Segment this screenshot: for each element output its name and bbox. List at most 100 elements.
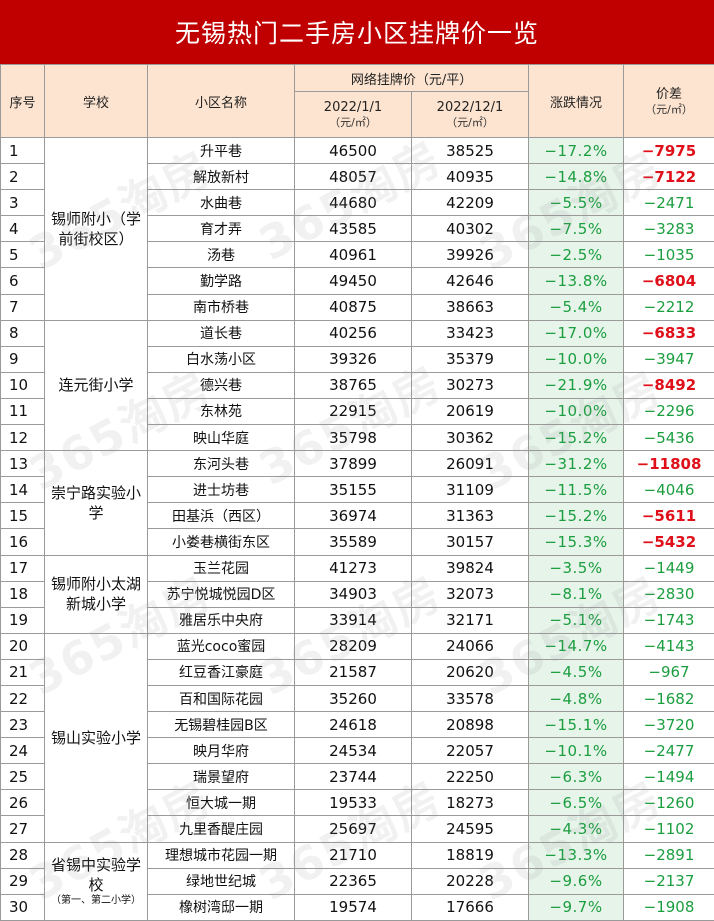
price-diff: −5436 bbox=[624, 425, 714, 451]
price-2022-12: 24066 bbox=[412, 633, 529, 659]
header-date2-unit: （元/㎡） bbox=[412, 116, 528, 129]
header-school: 学校 bbox=[45, 65, 148, 138]
row-index: 23 bbox=[1, 712, 45, 738]
community-name: 白水荡小区 bbox=[148, 346, 295, 372]
change-percent: −4.8% bbox=[529, 685, 624, 711]
row-index: 8 bbox=[1, 320, 45, 346]
change-percent: −10.1% bbox=[529, 738, 624, 764]
change-percent: −14.7% bbox=[529, 633, 624, 659]
price-2022-12: 30362 bbox=[412, 425, 529, 451]
price-2022-12: 24595 bbox=[412, 816, 529, 842]
community-name: 汤巷 bbox=[148, 242, 295, 268]
header-date2: 2022/12/1 （元/㎡） bbox=[412, 92, 529, 138]
price-2022-12: 18819 bbox=[412, 842, 529, 868]
change-percent: −5.5% bbox=[529, 190, 624, 216]
community-name: 橡树湾邸一期 bbox=[148, 894, 295, 920]
price-diff: −1260 bbox=[624, 790, 714, 816]
row-index: 24 bbox=[1, 738, 45, 764]
row-index: 7 bbox=[1, 294, 45, 320]
row-index: 10 bbox=[1, 372, 45, 398]
header-date1-label: 2022/1/1 bbox=[295, 100, 411, 116]
price-2022-01: 21587 bbox=[295, 659, 412, 685]
row-index: 16 bbox=[1, 529, 45, 555]
price-diff: −7122 bbox=[624, 164, 714, 190]
header-idx: 序号 bbox=[1, 65, 45, 138]
price-2022-01: 49450 bbox=[295, 268, 412, 294]
row-index: 4 bbox=[1, 216, 45, 242]
change-percent: −31.2% bbox=[529, 451, 624, 477]
community-name: 解放新村 bbox=[148, 164, 295, 190]
price-diff: −4143 bbox=[624, 633, 714, 659]
price-2022-12: 35379 bbox=[412, 346, 529, 372]
community-name: 映月华府 bbox=[148, 738, 295, 764]
price-table: 序号 学校 小区名称 网络挂牌价（元/平） 涨跌情况 价差 （元/㎡） 2022… bbox=[0, 64, 714, 921]
row-index: 1 bbox=[1, 138, 45, 164]
row-index: 22 bbox=[1, 685, 45, 711]
school-name-label: 连元街小学 bbox=[58, 376, 133, 394]
price-2022-12: 30273 bbox=[412, 372, 529, 398]
change-percent: −3.5% bbox=[529, 555, 624, 581]
row-index: 30 bbox=[1, 894, 45, 920]
school-name-label: 崇宁路实验小学 bbox=[51, 484, 141, 522]
price-2022-01: 19574 bbox=[295, 894, 412, 920]
row-index: 25 bbox=[1, 764, 45, 790]
school-name: 省锡中实验学校（第一、第二小学） bbox=[45, 842, 148, 920]
price-diff: −8492 bbox=[624, 372, 714, 398]
price-2022-01: 24618 bbox=[295, 712, 412, 738]
price-2022-12: 17666 bbox=[412, 894, 529, 920]
school-name: 锡师附小（学前街校区） bbox=[45, 138, 148, 321]
price-2022-01: 35155 bbox=[295, 477, 412, 503]
change-percent: −15.2% bbox=[529, 425, 624, 451]
price-diff: −11808 bbox=[624, 451, 714, 477]
school-note: （第一、第二小学） bbox=[49, 895, 143, 907]
row-index: 28 bbox=[1, 842, 45, 868]
row-index: 15 bbox=[1, 503, 45, 529]
table-header: 序号 学校 小区名称 网络挂牌价（元/平） 涨跌情况 价差 （元/㎡） 2022… bbox=[1, 65, 714, 138]
price-diff: −6833 bbox=[624, 320, 714, 346]
change-percent: −4.5% bbox=[529, 659, 624, 685]
school-name-label: 锡师附小（学前街校区） bbox=[51, 210, 141, 248]
row-index: 27 bbox=[1, 816, 45, 842]
header-name: 小区名称 bbox=[148, 65, 295, 138]
price-2022-01: 34903 bbox=[295, 581, 412, 607]
price-2022-01: 35260 bbox=[295, 685, 412, 711]
header-date1-unit: （元/㎡） bbox=[295, 116, 411, 129]
price-2022-12: 42646 bbox=[412, 268, 529, 294]
price-diff: −2891 bbox=[624, 842, 714, 868]
page-title: 无锡热门二手房小区挂牌价一览 bbox=[0, 0, 714, 64]
row-index: 12 bbox=[1, 425, 45, 451]
price-diff: −2212 bbox=[624, 294, 714, 320]
change-percent: −4.3% bbox=[529, 816, 624, 842]
price-2022-01: 40961 bbox=[295, 242, 412, 268]
school-name: 连元街小学 bbox=[45, 320, 148, 450]
price-2022-12: 20619 bbox=[412, 398, 529, 424]
change-percent: −17.2% bbox=[529, 138, 624, 164]
row-index: 2 bbox=[1, 164, 45, 190]
change-percent: −9.7% bbox=[529, 894, 624, 920]
price-2022-01: 44680 bbox=[295, 190, 412, 216]
change-percent: −15.2% bbox=[529, 503, 624, 529]
price-2022-01: 48057 bbox=[295, 164, 412, 190]
community-name: 东河头巷 bbox=[148, 451, 295, 477]
price-2022-12: 20228 bbox=[412, 868, 529, 894]
price-2022-12: 38663 bbox=[412, 294, 529, 320]
header-date1: 2022/1/1 （元/㎡） bbox=[295, 92, 412, 138]
change-percent: −6.3% bbox=[529, 764, 624, 790]
price-diff: −2477 bbox=[624, 738, 714, 764]
community-name: 恒大城一期 bbox=[148, 790, 295, 816]
row-index: 19 bbox=[1, 607, 45, 633]
change-percent: −17.0% bbox=[529, 320, 624, 346]
price-2022-01: 41273 bbox=[295, 555, 412, 581]
price-2022-01: 35589 bbox=[295, 529, 412, 555]
price-2022-12: 20898 bbox=[412, 712, 529, 738]
price-diff: −967 bbox=[624, 659, 714, 685]
change-percent: −5.4% bbox=[529, 294, 624, 320]
row-index: 9 bbox=[1, 346, 45, 372]
price-2022-01: 40875 bbox=[295, 294, 412, 320]
community-name: 映山华庭 bbox=[148, 425, 295, 451]
price-2022-01: 43585 bbox=[295, 216, 412, 242]
school-name-label: 锡山实验小学 bbox=[51, 729, 141, 747]
price-2022-12: 32171 bbox=[412, 607, 529, 633]
